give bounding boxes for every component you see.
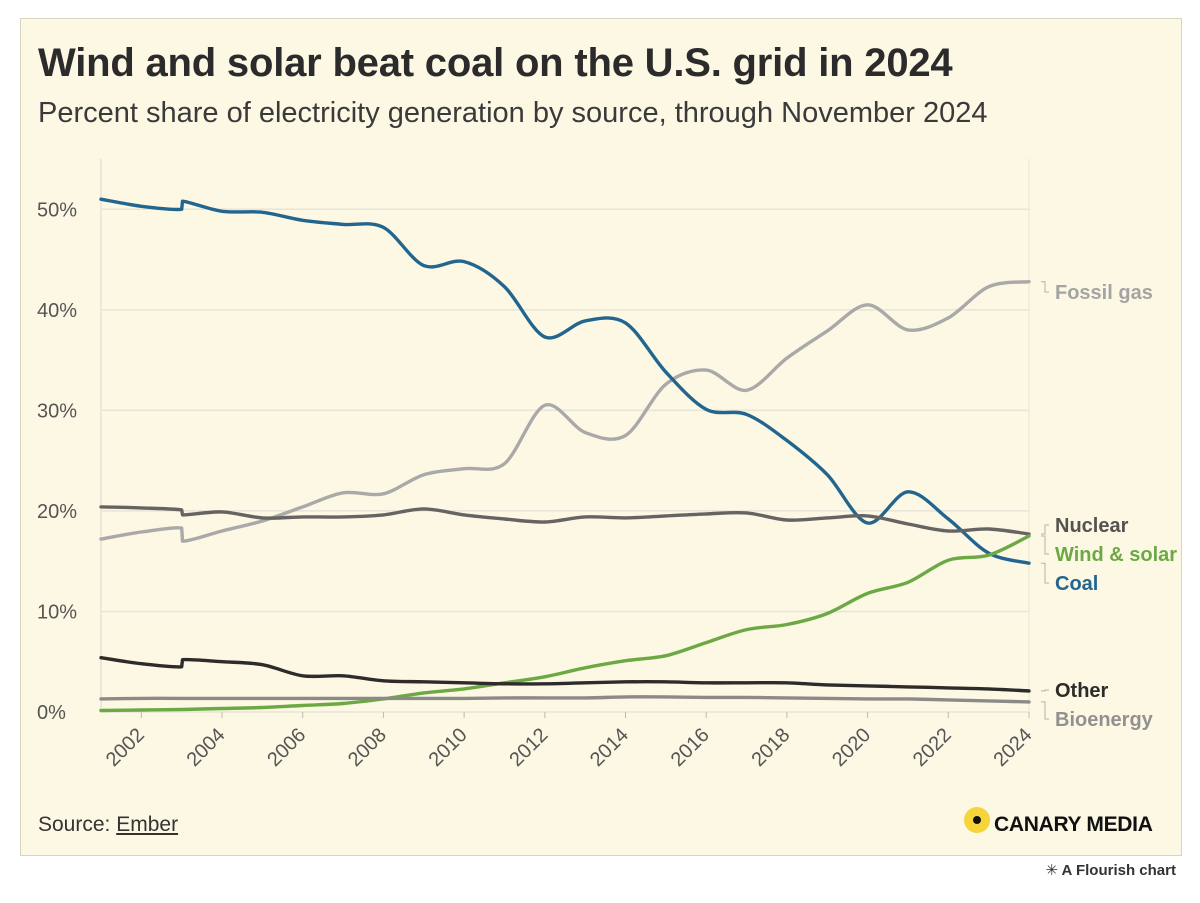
series-label-nuclear: Nuclear [1055, 515, 1129, 537]
source-note: Source: Ember [38, 813, 178, 837]
x-tick-label: 2024 [990, 724, 1037, 771]
series-line-bioenergy [99, 695, 1031, 704]
chart-subtitle: Percent share of electricity generation … [38, 97, 988, 129]
series-line-nuclear [99, 505, 1031, 536]
leader-other [1041, 689, 1049, 692]
y-tick-label: 0% [37, 702, 66, 724]
series-label-fossil-gas: Fossil gas [1055, 282, 1153, 304]
leader-bioenergy [1041, 701, 1049, 720]
series-label-wind-solar: Wind & solar [1055, 544, 1177, 566]
x-tick-label: 2006 [263, 724, 310, 771]
chart-card: Wind and solar beat coal on the U.S. gri… [20, 18, 1182, 856]
x-tick-label: 2018 [747, 724, 794, 771]
x-tick-label: 2010 [425, 724, 472, 771]
series-line-wind-solar [99, 534, 1031, 713]
series-line-fossil-gas [99, 280, 1031, 543]
series-layer [99, 197, 1031, 713]
x-axis: 2002 2004 2006 2008 2010 2012 2014 2016 2018 2020… [102, 724, 1037, 771]
flourish-label: A Flourish chart [1061, 862, 1176, 879]
x-tick-label: 2012 [505, 724, 552, 771]
grid-layer [100, 159, 1030, 718]
canary-media-logo: CANARY MEDIA [964, 803, 1153, 837]
leader-nuclear [1041, 524, 1049, 535]
leader-wind-solar [1041, 535, 1049, 555]
x-tick-label: 2014 [586, 724, 633, 771]
x-tick-label: 2008 [344, 724, 391, 771]
canary-logo-icon [964, 807, 990, 833]
y-tick-label: 20% [37, 501, 77, 523]
series-label-other: Other [1055, 680, 1109, 702]
source-link[interactable]: Ember [116, 813, 179, 836]
y-tick-label: 10% [37, 601, 77, 623]
line-chart: 0%10%20%30%40%50% 2002 2004 2006 2008 2010 20… [37, 159, 1177, 771]
flourish-icon: ✳ [1045, 862, 1058, 879]
x-tick-label: 2004 [183, 724, 230, 771]
y-tick-label: 50% [37, 199, 77, 221]
series-line-other [99, 656, 1031, 693]
series-line-coal [99, 197, 1031, 565]
brand-name: CANARY MEDIA [994, 813, 1153, 836]
leader-fossil-gas [1041, 281, 1049, 293]
x-tick-label: 2016 [667, 724, 714, 771]
flourish-credit[interactable]: ✳ A Flourish chart [1045, 861, 1176, 879]
x-tick-label: 2020 [828, 724, 875, 771]
x-tick-label: 2002 [102, 724, 149, 771]
source-prefix: Source: [38, 813, 117, 836]
y-axis: 0% 10% 20% 30% 40% 50% [37, 199, 77, 724]
x-tick-label: 2022 [909, 724, 956, 771]
leader-coal [1041, 562, 1049, 584]
series-label-coal: Coal [1055, 573, 1098, 595]
series-labels: Fossil gas Coal Nuclear Wind & solar Other Bi… [1041, 281, 1177, 731]
y-tick-label: 30% [37, 400, 77, 422]
y-tick-label: 40% [37, 300, 77, 322]
chart-title: Wind and solar beat coal on the U.S. gri… [38, 41, 953, 85]
series-label-bioenergy: Bioenergy [1055, 709, 1154, 731]
